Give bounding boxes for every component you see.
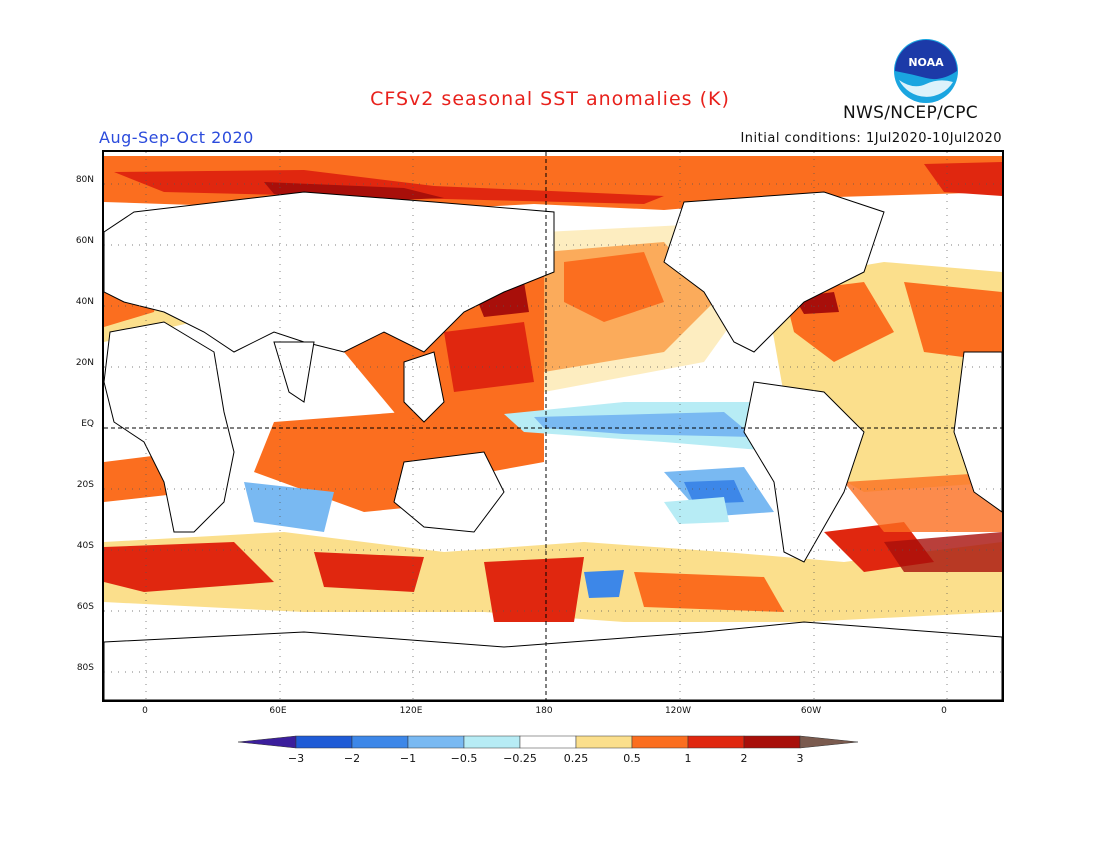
colorbar-min-arrow (238, 735, 297, 749)
lon-label-0-east: 0 (941, 706, 947, 716)
lat-label-40n: 40N (75, 297, 94, 307)
colorbar-tick-neg0-5: −0.5 (450, 752, 478, 765)
continent-landmasses (104, 191, 1002, 700)
southeast-asia-land (403, 351, 445, 423)
sst-anomaly-map (102, 150, 1004, 702)
colorbar-max-arrow (799, 735, 859, 749)
colorbar-tick-neg3: −3 (287, 752, 305, 765)
australia-land (393, 451, 505, 533)
eurasia-land (104, 191, 555, 353)
lon-label-180: 180 (535, 706, 553, 716)
africa-land-east (953, 351, 1002, 513)
lat-label-80n: 80N (75, 175, 94, 185)
colorbar-segment (743, 735, 801, 749)
colorbar-tick-2: 2 (740, 752, 748, 765)
reference-lines (104, 152, 1002, 700)
lat-label-20s: 20S (76, 480, 94, 490)
lat-label-eq: EQ (81, 419, 94, 429)
india-land (273, 341, 315, 403)
antarctica-land (104, 621, 1002, 700)
lat-label-20n: 20N (75, 358, 94, 368)
south-america-land (743, 381, 865, 563)
lon-label-120e: 120E (399, 706, 423, 716)
warm-anomaly-arctic-strong (114, 170, 664, 204)
colorbar-tick-neg0-25: −0.25 (503, 752, 537, 765)
lon-label-60w: 60W (800, 706, 822, 716)
map-gridlines (104, 152, 1002, 700)
colorbar-tick-neg2: −2 (343, 752, 361, 765)
lat-label-80s: 80S (76, 663, 94, 673)
colorbar-segment (295, 735, 353, 749)
lat-label-60s: 60S (76, 602, 94, 612)
africa-land (104, 321, 235, 533)
initial-conditions: Initial conditions: 1Jul2020-10Jul2020 (740, 131, 1002, 146)
lon-label-120w: 120W (664, 706, 692, 716)
colorbar-segment (519, 735, 577, 749)
lat-label-60n: 60N (75, 236, 94, 246)
colorbar-tick-3: 3 (796, 752, 804, 765)
colorbar-tick-0-25: 0.25 (563, 752, 589, 765)
colorbar-segment (351, 735, 409, 749)
noaa-logo: NOAA (894, 39, 958, 103)
colorbar-segment (407, 735, 465, 749)
colorbar-segment (631, 735, 689, 749)
lon-label-60e: 60E (269, 706, 287, 716)
colorbar-segment (687, 735, 745, 749)
colorbar-tick-neg1: −1 (399, 752, 417, 765)
colorbar-tick-0-5: 0.5 (623, 752, 641, 765)
forecast-period: Aug-Sep-Oct 2020 (99, 128, 254, 147)
north-america-land (663, 191, 885, 353)
noaa-logo-text: NOAA (908, 56, 944, 69)
colorbar-segment (463, 735, 521, 749)
lat-label-40s: 40S (76, 541, 94, 551)
color-scale-bar (238, 735, 859, 749)
colorbar-segment (575, 735, 633, 749)
lon-label-0: 0 (142, 706, 148, 716)
map-title: CFSv2 seasonal SST anomalies (K) (370, 88, 730, 110)
organization-label: NWS/NCEP/CPC (843, 103, 978, 123)
colorbar-tick-1: 1 (684, 752, 692, 765)
